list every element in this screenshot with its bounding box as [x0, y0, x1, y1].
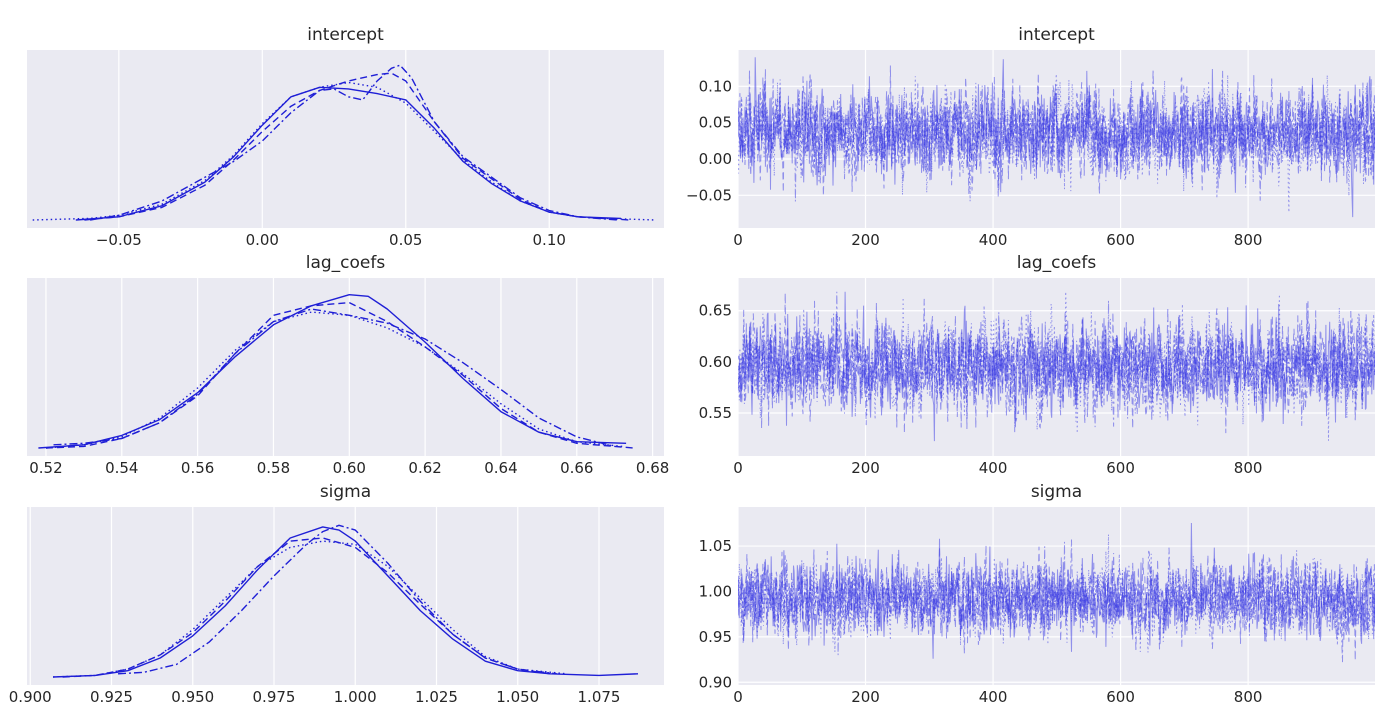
x-tick-label: 1.000: [334, 688, 377, 706]
trace-sigma-panel: 0 200 400 600 800 0.90 0.95 1.00 1.05 sigma: [699, 482, 1375, 706]
kde-series-solid: [75, 86, 622, 221]
x-tick-label: 0.52: [29, 459, 62, 477]
panel-title: lag_coefs: [1017, 253, 1097, 273]
x-tick-label: 200: [851, 459, 880, 477]
x-tick-label: 0.00: [246, 231, 279, 249]
x-tick-label: 0.64: [484, 459, 517, 477]
kde-series-dashdot: [53, 308, 615, 448]
y-tick-label: 0.60: [699, 353, 732, 371]
x-tick-label: 800: [1234, 688, 1263, 706]
x-tick-label: 400: [979, 231, 1008, 249]
x-tick-label: −0.05: [96, 231, 142, 249]
x-tick-label: 0.05: [389, 231, 422, 249]
trace-chain-4: [738, 291, 1375, 433]
kde-series-dotted: [32, 81, 656, 221]
x-tick-label: 0.10: [533, 231, 566, 249]
y-tick-label: 1.00: [699, 582, 732, 600]
y-tick-label: 0.65: [699, 302, 732, 320]
kde-series-dashed: [45, 301, 634, 449]
plot-area: [27, 278, 664, 456]
x-tick-label: 0.66: [560, 459, 593, 477]
x-tick-label: 1.075: [578, 688, 621, 706]
kde-sigma-panel: 0.900 0.925 0.950 0.975 1.000 1.025 1.050 1.075…: [9, 482, 664, 706]
x-tick-label: 0: [733, 459, 743, 477]
x-tick-label: 600: [1106, 231, 1135, 249]
y-tick-label: 0.10: [699, 77, 732, 95]
kde-series-dashdot: [117, 524, 557, 675]
x-tick-label: 0: [733, 688, 743, 706]
kde-series-dotted: [45, 311, 623, 449]
panel-title: intercept: [1018, 25, 1095, 45]
plot-area: [27, 507, 664, 685]
x-tick-label: 0: [733, 231, 743, 249]
x-tick-label: 0.60: [333, 459, 366, 477]
plot-area: [27, 50, 664, 228]
y-tick-label: 0.90: [699, 673, 732, 691]
kde-lag_coefs-panel: 0.52 0.54 0.56 0.58 0.60 0.62 0.64 0.66 0.68 lag_…: [27, 253, 669, 477]
kde-intercept-panel: −0.05 0.00 0.05 0.10 intercept: [27, 25, 664, 249]
y-tick-label: 0.00: [699, 150, 732, 168]
x-tick-label: 800: [1234, 459, 1263, 477]
y-tick-label: 1.05: [699, 537, 732, 555]
trace-chain-4: [738, 69, 1375, 202]
x-tick-label: 0.56: [181, 459, 214, 477]
trace-chain-4: [738, 539, 1375, 663]
kde-series-dashed: [84, 72, 630, 221]
kde-series-dashdot: [89, 64, 619, 221]
x-tick-label: 0.58: [257, 459, 290, 477]
panel-title: sigma: [1031, 482, 1082, 502]
x-tick-label: 1.050: [496, 688, 539, 706]
x-tick-label: 0.900: [9, 688, 52, 706]
panel-title: sigma: [320, 482, 371, 502]
x-tick-label: 800: [1234, 231, 1263, 249]
x-tick-label: 0.925: [90, 688, 133, 706]
x-tick-label: 0.68: [636, 459, 669, 477]
trace-chain-2: [738, 545, 1375, 661]
x-tick-label: 600: [1106, 688, 1135, 706]
kde-series-dashed: [62, 537, 551, 678]
x-tick-label: 200: [851, 688, 880, 706]
y-tick-label: −0.05: [686, 186, 732, 204]
x-tick-label: 0.62: [408, 459, 441, 477]
panel-title: lag_coefs: [306, 253, 386, 273]
x-tick-label: 1.025: [415, 688, 458, 706]
x-tick-label: 0.950: [171, 688, 214, 706]
y-tick-label: 0.55: [699, 404, 732, 422]
trace-intercept-panel: 0 200 400 600 800 −0.05 0.00 0.05 0.10 intercept: [686, 25, 1375, 249]
x-tick-label: 0.975: [253, 688, 296, 706]
x-tick-label: 400: [979, 459, 1008, 477]
y-tick-label: 0.95: [699, 628, 732, 646]
x-tick-label: 0.54: [105, 459, 138, 477]
x-tick-label: 600: [1106, 459, 1135, 477]
x-tick-label: 200: [851, 231, 880, 249]
trace-lag_coefs-panel: 0 200 400 600 800 0.55 0.60 0.65 lag_coefs: [699, 253, 1375, 477]
x-tick-label: 400: [979, 688, 1008, 706]
trace-chain-3: [738, 73, 1375, 213]
y-tick-label: 0.05: [699, 114, 732, 132]
kde-series-solid: [52, 526, 639, 678]
panel-title: intercept: [307, 25, 384, 45]
